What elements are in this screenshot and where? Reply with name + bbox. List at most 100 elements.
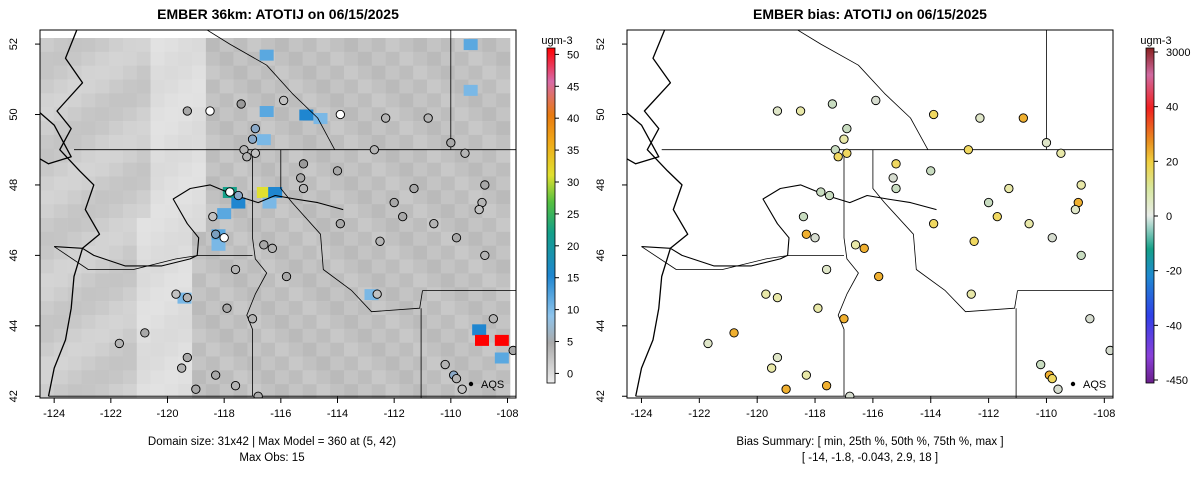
grid-cell [275, 134, 290, 150]
grid-cell [136, 218, 151, 233]
station-marker [205, 106, 215, 116]
grid-cell [357, 218, 373, 233]
grid-cell [164, 328, 179, 343]
grid-cell [302, 38, 317, 53]
aqs-legend-label: AQS [1083, 379, 1106, 391]
grid-cell [344, 51, 359, 66]
grid-cell [454, 134, 469, 150]
grid-cell [302, 121, 317, 136]
grid-cell [302, 370, 317, 385]
grid-cell [385, 370, 400, 385]
grid-cell [316, 38, 331, 53]
grid-cell [454, 287, 469, 302]
grid-cell [288, 287, 303, 302]
grid-cell [40, 38, 55, 53]
grid-cell [399, 342, 414, 357]
grid-cell [53, 93, 68, 108]
grid-cell [275, 65, 290, 80]
grid-cell [482, 273, 497, 288]
grid-cell [136, 342, 151, 357]
grid-cell [288, 314, 303, 330]
right-y-tick-label: 52 [595, 38, 607, 50]
grid-cell [178, 38, 193, 53]
grid-cell [413, 287, 428, 302]
station-marker [171, 289, 181, 299]
grid-cell [440, 38, 456, 53]
border-line [837, 149, 859, 397]
station-marker [222, 303, 232, 313]
grid-cell [164, 314, 179, 330]
grid-cell [109, 384, 124, 398]
left-colorbar-tick-label: 15 [567, 273, 579, 285]
grid-cell [261, 384, 276, 398]
grid-cell [95, 134, 110, 150]
grid-cell [164, 134, 179, 150]
grid-cell [316, 65, 331, 80]
border-line [280, 149, 423, 313]
grid-cell [288, 231, 303, 246]
grid-cell [399, 190, 414, 205]
station-marker [233, 190, 243, 201]
grid-cell [357, 162, 373, 177]
grid-cell [468, 93, 483, 108]
grid-cell [385, 38, 400, 53]
grid-cell [109, 51, 124, 66]
grid-cell [40, 176, 55, 191]
grid-cell [122, 93, 138, 108]
grid-cell [150, 38, 165, 53]
grid-cell [288, 384, 303, 398]
grid-cell [40, 107, 55, 122]
grid-cell [109, 134, 124, 150]
grid-cell [330, 328, 345, 343]
grid-cell [399, 287, 414, 302]
bias-marker [798, 211, 809, 222]
grid-cell [205, 301, 221, 316]
grid-cell [205, 218, 221, 233]
grid-cell [399, 148, 414, 163]
grid-cell [385, 121, 400, 136]
grid-cell [468, 384, 483, 398]
grid-cell [261, 79, 276, 94]
grid-cell [440, 259, 456, 274]
grid-cell [482, 218, 497, 233]
right-chart-title: EMBER bias: ATOTIJ on 06/15/2025 [753, 6, 987, 22]
grid-cell [357, 314, 373, 330]
grid-cell [288, 301, 303, 316]
grid-cell [330, 259, 345, 274]
grid-cell [482, 134, 497, 150]
grid-cell [440, 384, 456, 398]
grid-cell [440, 218, 456, 233]
grid-cell [164, 51, 179, 66]
grid-cell [95, 314, 110, 330]
bias-marker [966, 289, 976, 299]
bias-marker [1036, 359, 1046, 370]
grid-cell [371, 218, 386, 233]
grid-cell [440, 121, 456, 136]
grid-cell [316, 176, 331, 191]
grid-cell-high [494, 352, 509, 364]
grid-cell-high [256, 134, 271, 146]
grid-cell [302, 273, 317, 288]
grid-cell [233, 314, 248, 330]
grid-cell [164, 162, 179, 177]
station-marker [247, 134, 258, 144]
grid-cell [288, 121, 303, 136]
grid-cell [67, 273, 82, 288]
grid-cell [192, 342, 207, 357]
right-colorbar-tick-label: 0 [1166, 211, 1172, 223]
grid-cell [413, 301, 428, 316]
grid-cell [454, 314, 469, 330]
grid-cell [288, 204, 303, 219]
grid-cell [81, 204, 96, 219]
station-markers [114, 95, 516, 398]
grid-cell [371, 273, 386, 288]
grid-cell [247, 204, 262, 219]
left-x-tick-label: -110 [440, 408, 461, 420]
grid-cell [482, 384, 497, 398]
grid-cell [192, 204, 207, 219]
grid-cell [150, 328, 165, 343]
grid-cell [344, 79, 359, 94]
grid-cell [67, 328, 82, 343]
grid-cell [496, 384, 511, 398]
grid-cell [67, 121, 82, 136]
